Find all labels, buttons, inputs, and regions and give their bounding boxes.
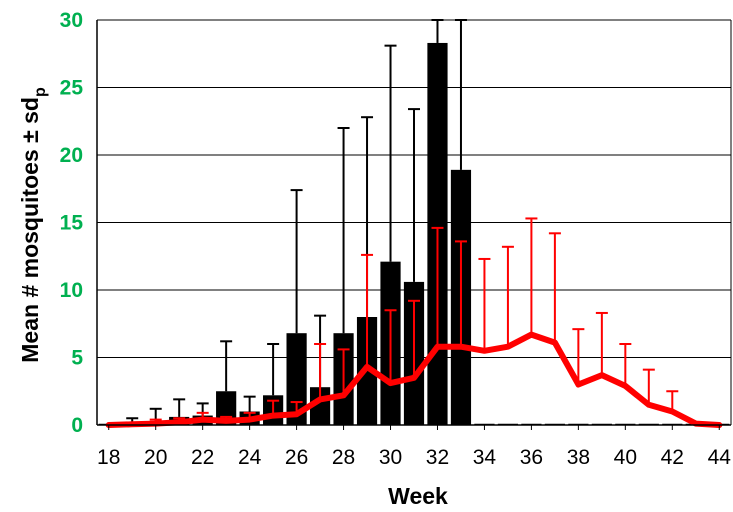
x-tick-label: 24 [238, 446, 262, 469]
y-tick-label: 25 [60, 77, 84, 100]
line-error-bars [149, 217, 679, 424]
line-series-path [105, 331, 723, 428]
x-tick-label: 38 [567, 446, 590, 469]
y-tick-label: 15 [60, 212, 84, 235]
y-tick-label: 30 [60, 9, 83, 32]
y-tick-labels: 0 5 10 15 20 25 30 [60, 9, 84, 437]
x-tick-label: 42 [661, 446, 684, 469]
y-axis-title-main: Mean # mosquitoes ± sd [17, 97, 43, 363]
y-axis-title-subscript: p [32, 87, 49, 97]
y-tick-label: 20 [60, 144, 83, 167]
x-tick-label: 36 [520, 446, 543, 469]
y-axis-title: Mean # mosquitoes ± sdp [17, 87, 49, 363]
x-tick-label: 20 [144, 446, 167, 469]
x-tick-label: 22 [191, 446, 214, 469]
y-tick-label: 0 [71, 414, 83, 437]
x-tick-label: 32 [426, 446, 449, 469]
x-tick-label: 44 [708, 446, 732, 469]
x-tick-label: 34 [473, 446, 497, 469]
x-axis-title: Week [388, 483, 448, 509]
x-tick-label: 28 [332, 446, 355, 469]
x-tick-label: 40 [614, 446, 637, 469]
x-tick-label: 18 [97, 446, 120, 469]
y-tick-label: 5 [71, 347, 83, 370]
y-tick-label: 10 [60, 279, 83, 302]
x-tick-label: 30 [379, 446, 402, 469]
x-tick-labels: 18 20 22 24 26 28 30 32 34 36 38 40 42 44 [97, 425, 731, 469]
x-tick-label: 26 [285, 446, 308, 469]
line-series [105, 331, 723, 428]
